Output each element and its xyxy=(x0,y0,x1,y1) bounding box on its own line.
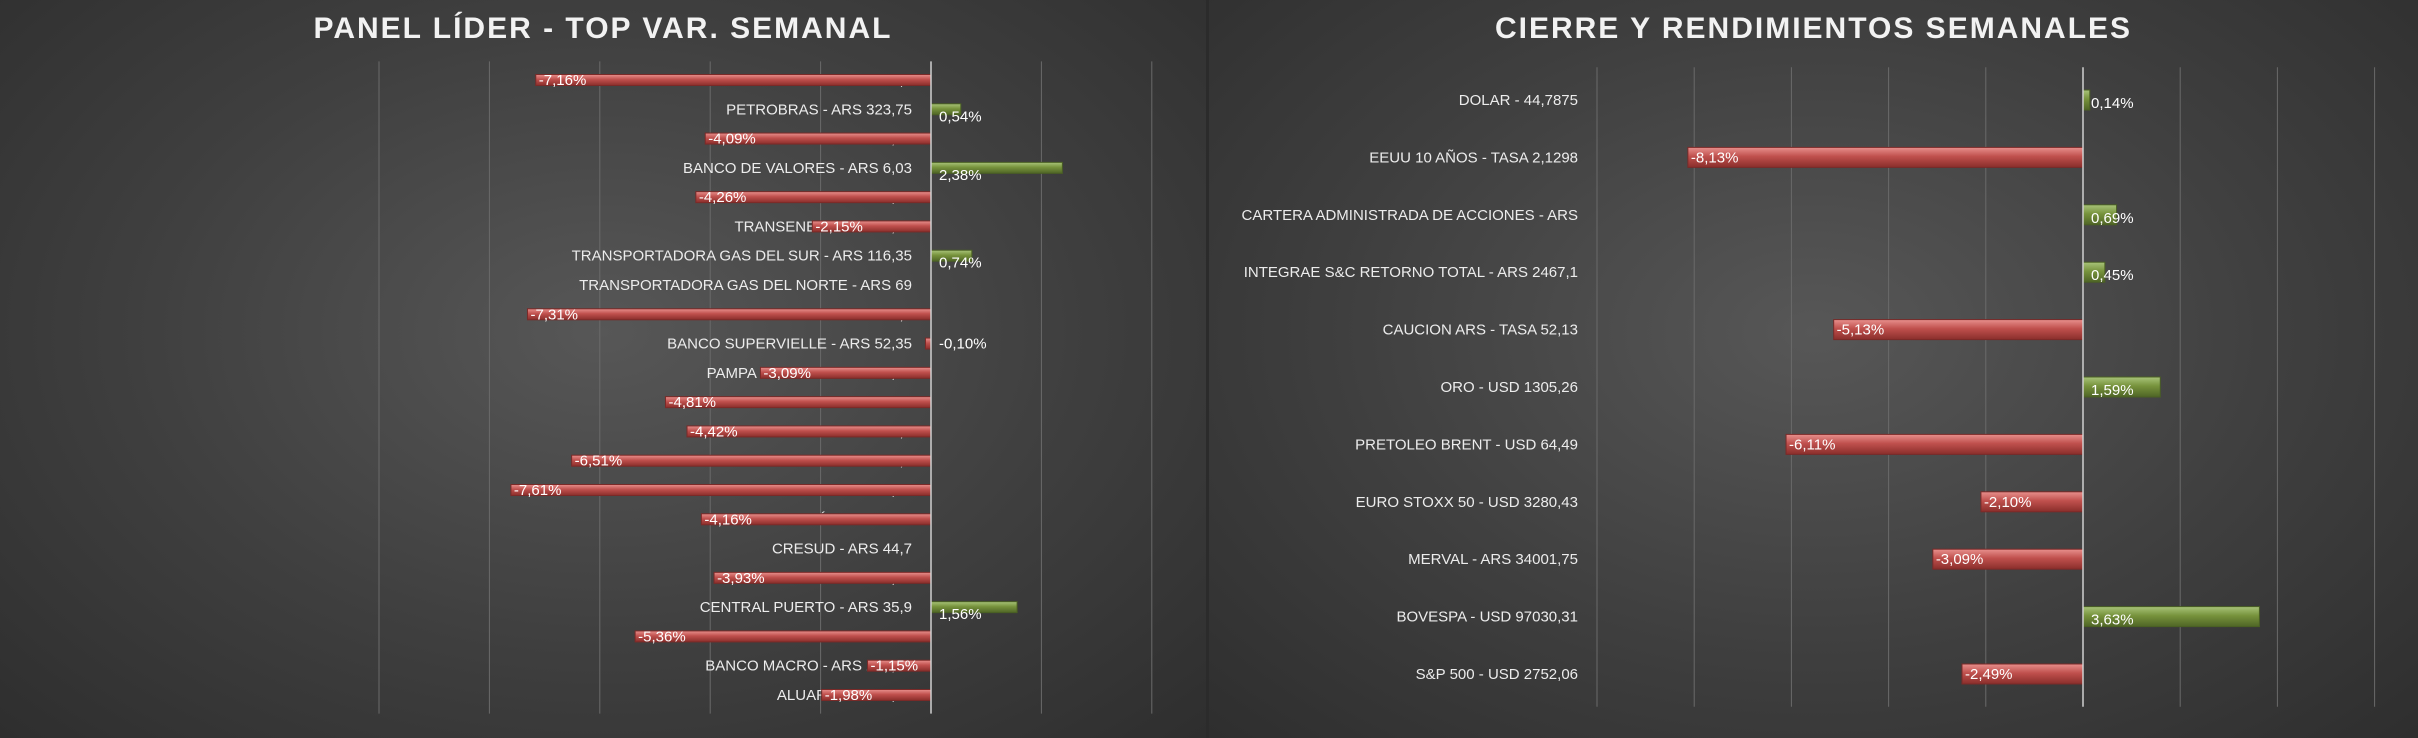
data-label: -4,81% xyxy=(668,394,716,411)
data-label: -4,09% xyxy=(708,131,756,148)
bar-negative xyxy=(924,337,932,350)
data-label: -2,15% xyxy=(815,218,863,235)
category-label: BOVESPA - USD 97030,31 xyxy=(1397,609,1579,626)
bar-chart-left: TENARIS - ARS 525,5-7,16%PETROBRAS - ARS… xyxy=(378,61,1153,714)
data-label: 0,54% xyxy=(939,108,982,125)
chart-panel-left: PANEL LÍDER - TOP VAR. SEMANAL TENARIS -… xyxy=(0,0,1206,738)
category-label: INTEGRAE S&C RETORNO TOTAL - ARS 2467,1 xyxy=(1244,264,1578,281)
data-label: -2,49% xyxy=(1965,666,2013,683)
data-label: -7,16% xyxy=(539,72,587,89)
category-label: EEUU 10 AÑOS - TASA 2,1298 xyxy=(1369,149,1578,166)
data-label: -3,09% xyxy=(763,365,811,382)
category-label: TRANSPORTADORA GAS DEL SUR - ARS 116,35 xyxy=(572,248,912,265)
data-label: -3,93% xyxy=(717,570,765,587)
data-label: -6,11% xyxy=(1789,436,1835,453)
data-label: -6,51% xyxy=(575,453,623,470)
category-label: CARTERA ADMINISTRADA DE ACCIONES - ARS xyxy=(1242,207,1578,224)
category-label: BANCO DE VALORES - ARS 6,03 xyxy=(683,160,912,177)
bar-positive xyxy=(2082,89,2091,111)
category-label: ORO - USD 1305,26 xyxy=(1440,379,1578,396)
category-label: BANCO MACRO - ARS 223,85 xyxy=(705,658,912,675)
category-label: TRANSPORTADORA GAS DEL NORTE - ARS 69 xyxy=(579,277,912,294)
bar-negative xyxy=(1687,146,2084,168)
category-label: MERVAL - ARS 34001,75 xyxy=(1408,551,1578,568)
category-label: BANCO SUPERVIELLE - ARS 52,35 xyxy=(667,336,912,353)
data-label: 1,56% xyxy=(939,606,982,623)
data-label: 1,59% xyxy=(2091,382,2134,399)
data-label: 3,63% xyxy=(2091,612,2134,629)
data-label: -2,10% xyxy=(1984,494,2032,511)
data-label: -1,15% xyxy=(871,658,919,675)
data-label: -0,10% xyxy=(939,336,987,353)
bar-negative xyxy=(510,484,932,496)
data-label: 0,14% xyxy=(2091,95,2134,112)
data-label: -3,09% xyxy=(1936,551,1984,568)
category-label: S&P 500 - USD 2752,06 xyxy=(1416,666,1578,683)
bar-negative xyxy=(571,454,932,467)
category-label: CAUCION ARS - TASA 52,13 xyxy=(1383,322,1578,339)
data-label: -8,13% xyxy=(1691,149,1739,166)
data-label: 0,45% xyxy=(2091,267,2134,284)
chart-title: CIERRE Y RENDIMIENTOS SEMANALES xyxy=(1494,12,2133,45)
data-label: 2,38% xyxy=(939,167,982,184)
data-label: -7,31% xyxy=(530,306,578,323)
data-label: -4,16% xyxy=(704,511,752,528)
data-label: -1,98% xyxy=(825,687,873,704)
data-label: -7,61% xyxy=(514,482,562,499)
data-label: -5,36% xyxy=(638,628,686,645)
category-label: PETROBRAS - ARS 323,75 xyxy=(726,101,912,118)
data-label: -4,42% xyxy=(690,423,738,440)
chart-panel-right: CIERRE Y RENDIMIENTOS SEMANALES DOLAR - … xyxy=(1209,0,2418,738)
bar-chart-right: DOLAR - 44,7875 0,14% EEUU 10 AÑOS - TASA … xyxy=(1242,67,2376,707)
bar-negative xyxy=(535,74,932,86)
data-label: -4,26% xyxy=(699,189,747,206)
data-label: 0,74% xyxy=(939,255,982,272)
category-label: PRETOLEO BRENT - USD 64,49 xyxy=(1355,436,1578,453)
data-label: 0,69% xyxy=(2091,210,2134,227)
category-label: EURO STOXX 50 - USD 3280,43 xyxy=(1356,494,1578,511)
chart-title: PANEL LÍDER - TOP VAR. SEMANAL xyxy=(313,12,893,45)
category-label: CRESUD - ARS 44,7 xyxy=(772,541,912,558)
data-label: -5,13% xyxy=(1837,322,1885,339)
category-label: CENTRAL PUERTO - ARS 35,9 xyxy=(700,599,912,616)
bar-negative xyxy=(526,308,932,321)
category-label: DOLAR - 44,7875 xyxy=(1459,92,1578,109)
